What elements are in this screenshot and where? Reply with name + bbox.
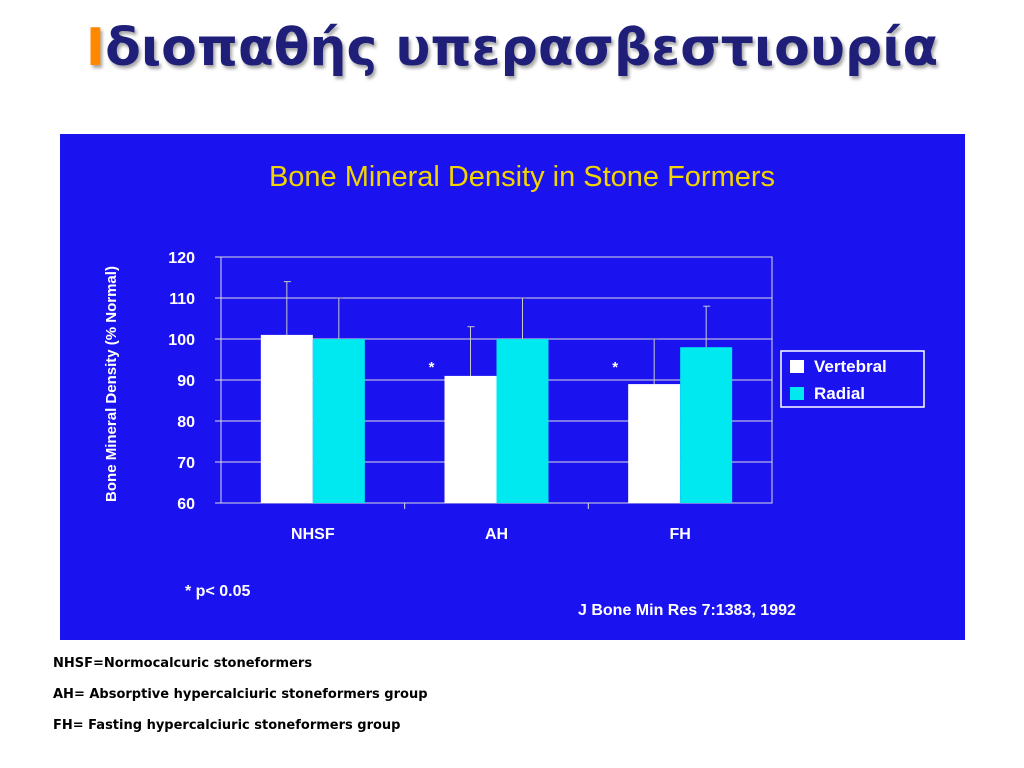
y-axis-label: Bone Mineral Density (% Normal)	[103, 266, 120, 502]
legend-swatch-radial	[790, 387, 804, 400]
legend-label-radial: Radial	[814, 384, 865, 403]
y-tick-label: 90	[177, 373, 195, 390]
x-tick-label: NHSF	[291, 526, 335, 543]
slide-title: Ιδιοπαθής υπερασβεστιουρία	[0, 18, 1024, 78]
x-tick-label: FH	[670, 526, 691, 543]
chart-panel: Bone Mineral Density in Stone Formers Bon…	[60, 134, 965, 640]
note-nhsf: NHSF=Normocalcuric stoneformers	[53, 656, 313, 671]
chart-title: Bone Mineral Density in Stone Formers	[269, 161, 775, 193]
x-tick-label: AH	[485, 526, 508, 543]
slide-title-rest: διοπαθής υπερασβεστιουρία	[105, 18, 939, 78]
slide-title-first-letter: Ι	[85, 18, 106, 78]
significance-mark: *	[429, 359, 435, 376]
bar-vertebral	[444, 375, 497, 503]
note-fh: FH= Fasting hypercalciuric stoneformers …	[53, 718, 401, 733]
y-tick-label: 110	[169, 291, 195, 308]
legend-box	[780, 350, 925, 408]
footnote: * p< 0.05	[185, 583, 250, 600]
significance-mark: *	[612, 359, 618, 376]
legend-label-vertebral: Vertebral	[814, 357, 887, 376]
bar-vertebral	[260, 334, 313, 503]
bar-radial	[496, 339, 549, 503]
y-tick-label: 100	[168, 332, 195, 349]
y-tick-label: 120	[168, 250, 195, 267]
source-citation: J Bone Min Res 7:1383, 1992	[578, 602, 796, 619]
y-tick-label: 70	[177, 455, 195, 472]
bar-radial	[680, 347, 733, 503]
y-tick-label: 80	[177, 414, 195, 431]
bar-vertebral	[628, 384, 681, 503]
note-ah: AH= Absorptive hypercalciuric stoneforme…	[53, 687, 428, 702]
legend-swatch-vertebral	[790, 360, 804, 373]
bar-radial	[312, 339, 365, 503]
bmd-bar-chart: Bone Mineral Density in Stone Formers Bon…	[103, 161, 925, 619]
y-tick-label: 60	[177, 496, 195, 513]
